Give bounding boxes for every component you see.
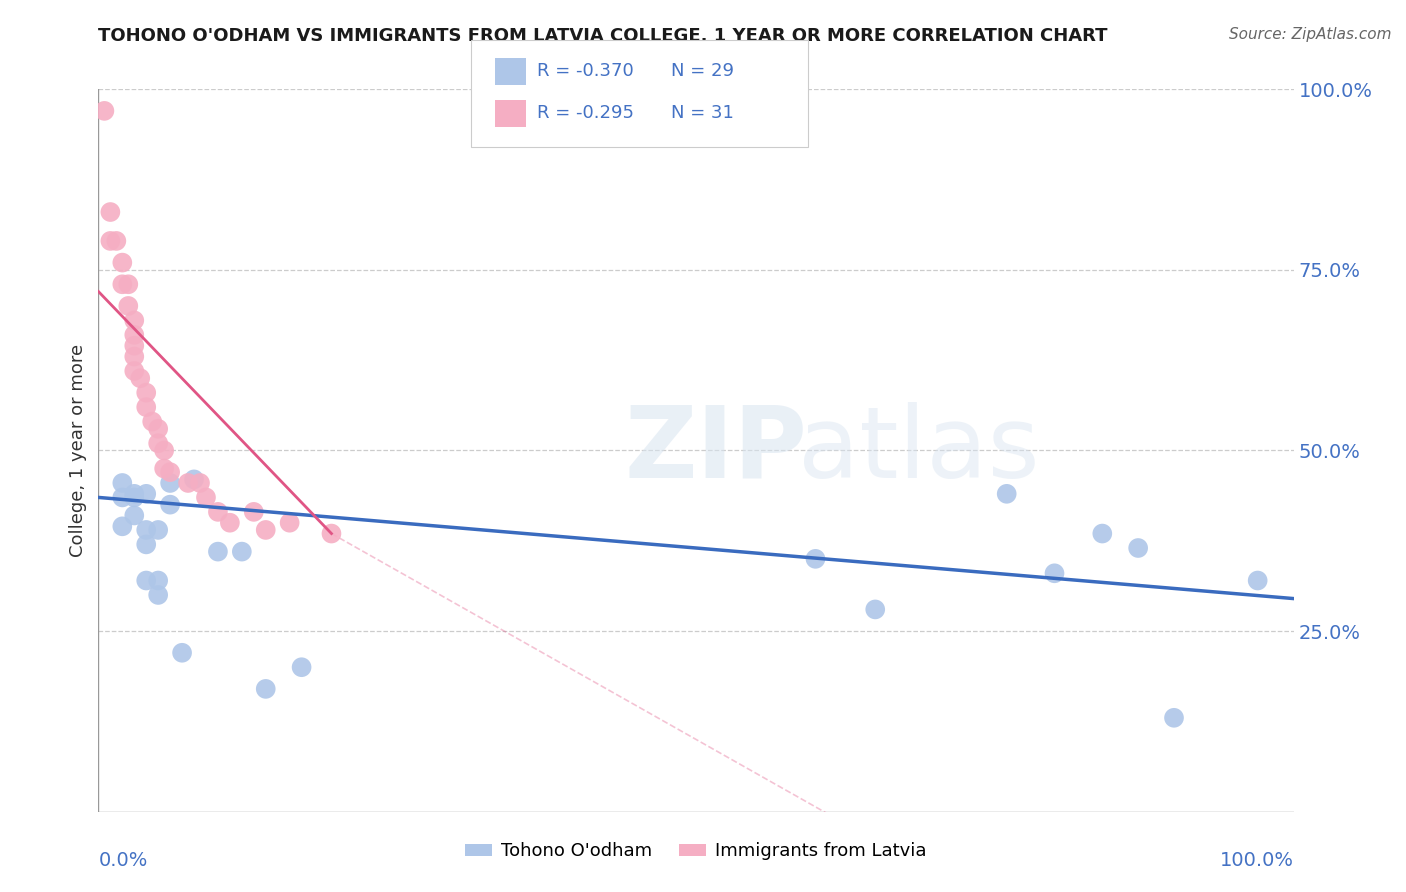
Text: 100.0%: 100.0% <box>1219 852 1294 871</box>
Point <box>291 660 314 674</box>
Point <box>254 681 277 696</box>
Point <box>124 313 146 327</box>
Point <box>321 526 343 541</box>
Point <box>135 537 157 551</box>
Point <box>148 523 170 537</box>
Point <box>159 465 181 479</box>
Point <box>278 516 301 530</box>
Point <box>1091 526 1114 541</box>
Point <box>135 574 157 588</box>
Text: N = 31: N = 31 <box>671 104 734 122</box>
Point <box>1247 574 1270 588</box>
Text: R = -0.370: R = -0.370 <box>537 62 634 80</box>
Point <box>124 364 146 378</box>
Point <box>117 277 139 292</box>
Point <box>195 491 218 505</box>
Point <box>105 234 128 248</box>
Point <box>1163 711 1185 725</box>
Point <box>93 103 115 118</box>
Text: Source: ZipAtlas.com: Source: ZipAtlas.com <box>1229 27 1392 42</box>
Point <box>124 508 146 523</box>
Point <box>124 339 146 353</box>
Point <box>135 487 157 501</box>
Point <box>129 371 152 385</box>
Point <box>148 422 170 436</box>
Point <box>243 505 266 519</box>
Point <box>148 574 170 588</box>
Point <box>111 475 134 490</box>
Point <box>159 498 181 512</box>
Point <box>159 475 181 490</box>
Point <box>111 491 134 505</box>
Point <box>148 588 170 602</box>
Point <box>865 602 887 616</box>
Point <box>183 472 205 486</box>
Point <box>117 299 139 313</box>
Point <box>207 544 229 558</box>
Text: ZIP: ZIP <box>624 402 807 499</box>
Point <box>1128 541 1150 555</box>
Point <box>111 277 134 292</box>
Point <box>124 350 146 364</box>
Point <box>135 523 157 537</box>
Point <box>153 461 176 475</box>
Point <box>804 551 827 566</box>
Text: atlas: atlas <box>797 402 1039 499</box>
Point <box>148 436 170 450</box>
Point <box>219 516 242 530</box>
Point <box>98 205 122 219</box>
Point <box>111 255 134 269</box>
Point <box>135 400 157 414</box>
Point <box>124 327 146 342</box>
Text: R = -0.295: R = -0.295 <box>537 104 634 122</box>
Point <box>111 519 134 533</box>
Point <box>135 385 157 400</box>
Point <box>124 491 146 505</box>
Point <box>1043 566 1066 581</box>
Point <box>172 646 194 660</box>
Text: TOHONO O'ODHAM VS IMMIGRANTS FROM LATVIA COLLEGE, 1 YEAR OR MORE CORRELATION CHA: TOHONO O'ODHAM VS IMMIGRANTS FROM LATVIA… <box>98 27 1108 45</box>
Text: 0.0%: 0.0% <box>98 852 148 871</box>
Point <box>254 523 277 537</box>
Point <box>153 443 176 458</box>
Y-axis label: College, 1 year or more: College, 1 year or more <box>69 344 87 557</box>
Point <box>995 487 1018 501</box>
Point <box>207 505 229 519</box>
Point <box>141 415 163 429</box>
Point <box>188 475 211 490</box>
Point <box>98 234 122 248</box>
Point <box>177 475 200 490</box>
Text: N = 29: N = 29 <box>671 62 734 80</box>
Point <box>231 544 253 558</box>
Point <box>124 487 146 501</box>
Legend: Tohono O'odham, Immigrants from Latvia: Tohono O'odham, Immigrants from Latvia <box>458 835 934 868</box>
